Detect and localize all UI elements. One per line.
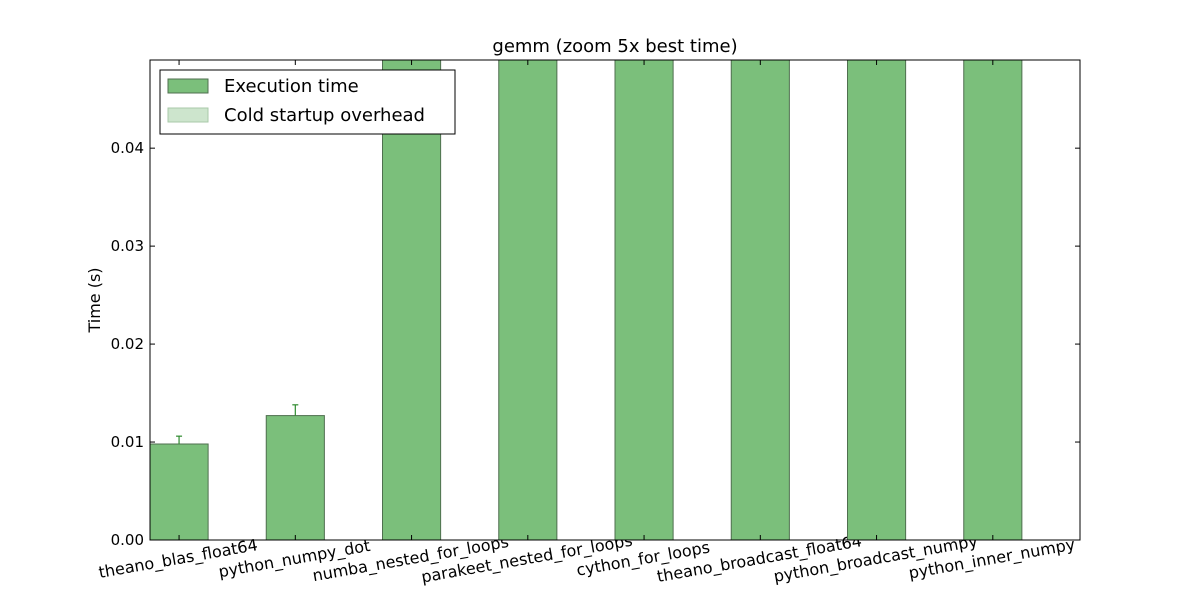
bar-python_inner_numpy	[963, 59, 1023, 541]
bar-theano_broadcast_float64	[730, 59, 790, 541]
bar-cython_for_loops	[614, 59, 674, 541]
y-tick-label: 0.04	[111, 139, 144, 157]
legend-label: Execution time	[224, 76, 359, 97]
legend-label: Cold startup overhead	[224, 105, 425, 126]
legend-swatch-1	[167, 107, 209, 123]
y-axis-label: Time (s)	[85, 267, 104, 333]
y-tick-label: 0.02	[111, 335, 144, 353]
y-tick-label: 0.01	[111, 433, 144, 451]
chart-title: gemm (zoom 5x best time)	[492, 36, 737, 57]
y-tick-label: 0.00	[111, 531, 144, 549]
legend-swatch-0	[167, 78, 209, 94]
axes-frame	[149, 59, 1081, 541]
bar-theano_blas_float64	[149, 443, 209, 541]
y-tick-label: 0.03	[111, 237, 144, 255]
legend: Execution time Cold startup overhead	[159, 69, 456, 135]
bar-python_numpy_dot	[265, 415, 325, 541]
bar-numba_nested_for_loops	[382, 59, 442, 541]
plot-area: theano_blas_float64python_numpy_dotnumba…	[97, 59, 1081, 588]
bar-parakeet_nested_for_loops	[498, 59, 558, 541]
bar-python_broadcast_numpy	[847, 59, 907, 541]
legend-box	[159, 69, 456, 135]
